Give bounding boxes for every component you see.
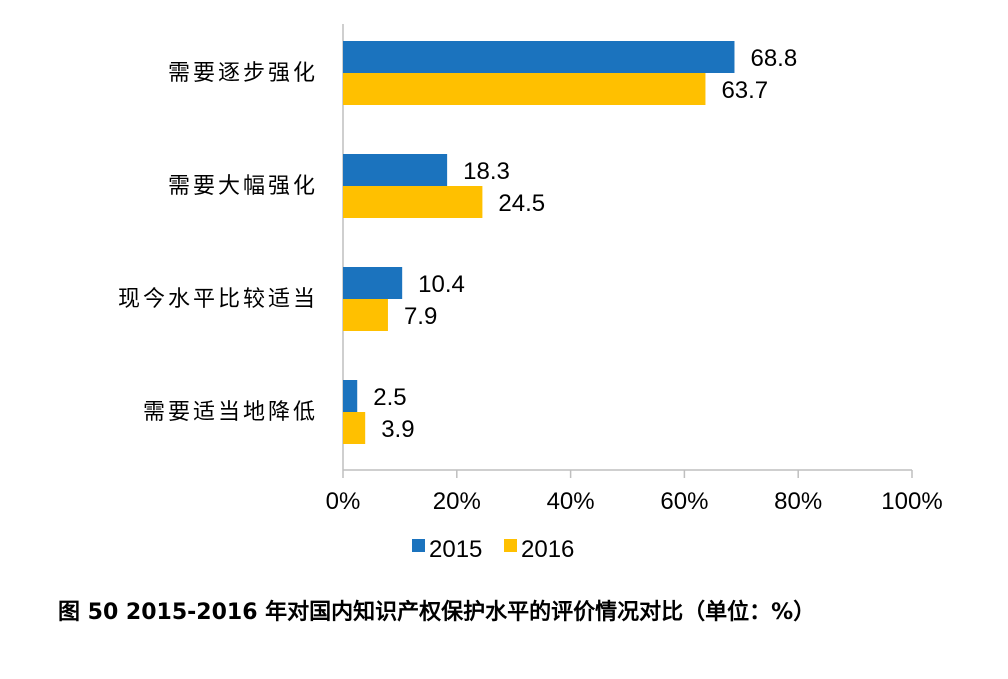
bar-2015: [343, 267, 403, 299]
category-label: 需要逐步强化: [168, 61, 318, 86]
bar-2015: [343, 380, 358, 412]
data-label-2015: 18.3: [463, 158, 510, 185]
category-label: 需要适当地降低: [143, 400, 318, 425]
data-label-2015: 10.4: [418, 271, 465, 298]
legend-label-2016: 2016: [521, 536, 574, 563]
x-tick-label: 60%: [660, 488, 708, 515]
data-label-2016: 24.5: [498, 190, 545, 217]
bar-2016: [343, 299, 388, 331]
legend-label-2015: 2015: [429, 536, 482, 563]
x-tick-label: 0%: [326, 488, 361, 515]
bar-2016: [343, 412, 366, 444]
legend-swatch-2016: [504, 539, 517, 552]
bar-2015: [343, 154, 448, 186]
figure-caption: 图 50 2015-2016 年对国内知识产权保护水平的评价情况对比（单位：%）: [58, 600, 816, 625]
bar-2015: [343, 41, 735, 73]
category-label: 现今水平比较适当: [118, 287, 318, 312]
data-label-2016: 3.9: [381, 416, 414, 443]
data-label-2016: 7.9: [404, 303, 437, 330]
legend-swatch-2015: [412, 539, 425, 552]
bar-2016: [343, 186, 483, 218]
x-tick-label: 80%: [774, 488, 822, 515]
data-label-2015: 2.5: [373, 384, 406, 411]
bar-2016: [343, 73, 706, 105]
x-tick-label: 100%: [881, 488, 942, 515]
category-label: 需要大幅强化: [168, 174, 318, 199]
data-label-2016: 63.7: [721, 77, 768, 104]
x-tick-label: 40%: [547, 488, 595, 515]
data-label-2015: 68.8: [750, 45, 797, 72]
x-tick-label: 20%: [433, 488, 481, 515]
